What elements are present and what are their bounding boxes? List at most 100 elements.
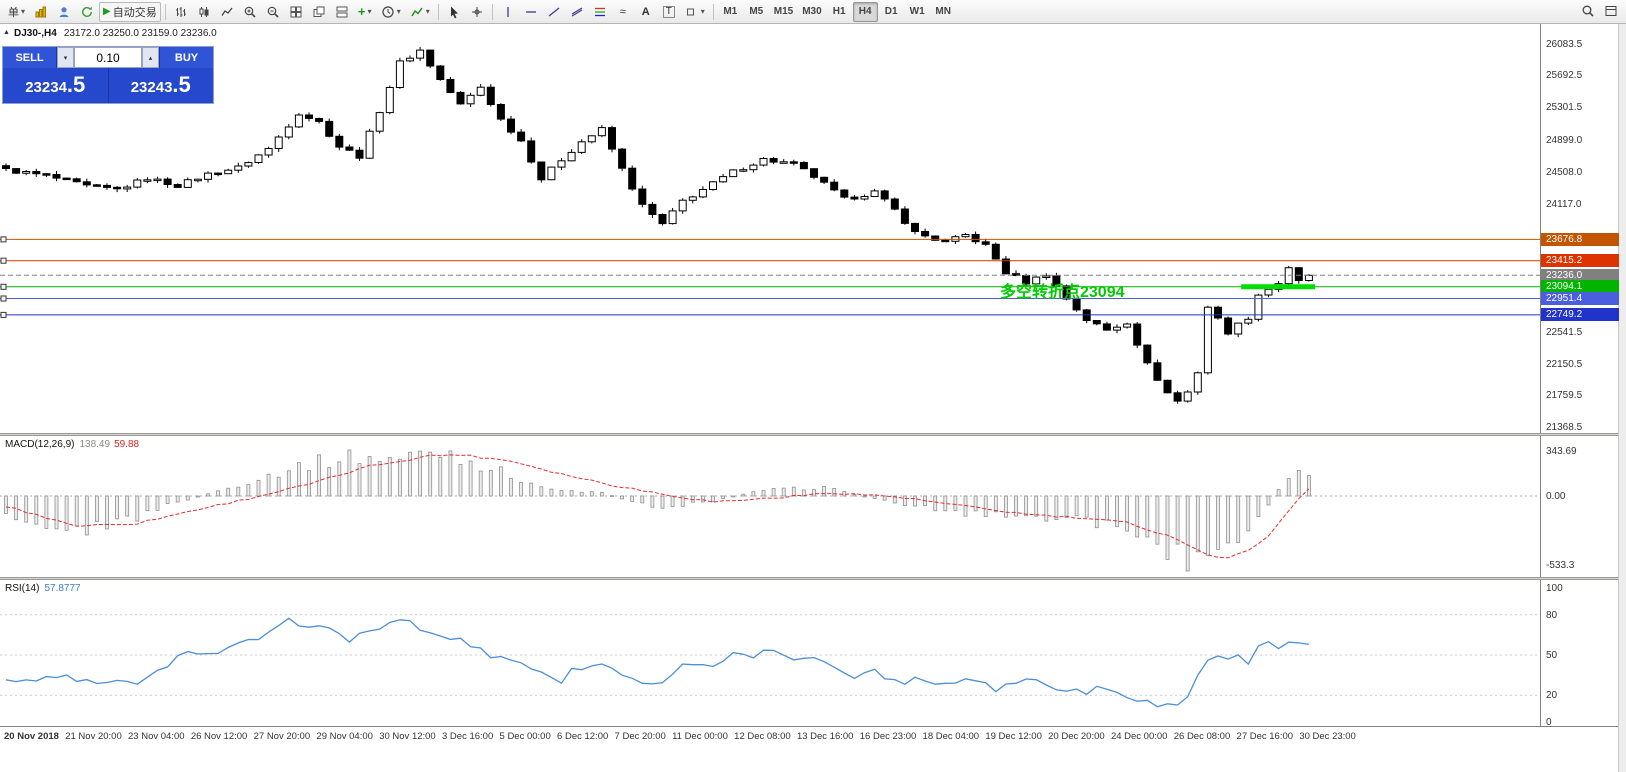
new-order-button[interactable]: 单 ▾: [4, 2, 29, 22]
timeframe-h4-button[interactable]: H4: [852, 1, 878, 22]
panel-splitter[interactable]: [0, 577, 1618, 580]
indicators-button[interactable]: ▾: [406, 2, 434, 22]
line-handle[interactable]: [0, 283, 7, 290]
autotrading-button[interactable]: ▶ 自动交易: [99, 1, 161, 22]
search-button[interactable]: [1577, 1, 1599, 21]
price-tick: 21368.5: [1546, 422, 1583, 434]
price-tick: 25301.5: [1546, 102, 1583, 114]
bar-chart-button[interactable]: [170, 2, 192, 22]
timeframe-m5-button[interactable]: M5: [744, 2, 769, 22]
line-handle[interactable]: [0, 295, 7, 302]
crosshair-button[interactable]: [466, 2, 488, 22]
periods-button[interactable]: ▾: [377, 2, 405, 22]
panel-splitter[interactable]: [0, 433, 1618, 436]
price-tick: 22150.5: [1546, 358, 1583, 370]
line-handle[interactable]: [0, 311, 7, 318]
rsi-plot[interactable]: [0, 580, 1540, 726]
macd-plot[interactable]: [0, 436, 1540, 577]
rsi-axis[interactable]: 100 80 50 20 0: [1540, 580, 1618, 728]
waves-icon: ≈: [619, 5, 626, 18]
tile-windows-button[interactable]: [285, 2, 307, 22]
price-tick: 26083.5: [1546, 38, 1583, 50]
timeframe-h1-button[interactable]: H1: [827, 2, 852, 22]
refresh-button[interactable]: [76, 2, 98, 22]
rsi-tick: 80: [1546, 609, 1558, 621]
time-axis-label: 19 Dec 12:00: [985, 731, 1042, 742]
time-axis-label: 3 Dec 16:00: [442, 731, 494, 742]
panels-button[interactable]: [1600, 1, 1622, 21]
arrange-windows-button[interactable]: [331, 2, 353, 22]
timeframe-m30-button[interactable]: M30: [798, 2, 825, 22]
buy-price[interactable]: 23243.5: [107, 68, 214, 103]
macd-name: MACD(12,26,9): [5, 439, 75, 450]
time-axis-label: 20 Nov 2018: [4, 731, 59, 742]
time-axis-label: 12 Dec 08:00: [734, 731, 791, 742]
sell-button[interactable]: SELL: [3, 47, 57, 68]
fibonacci-button[interactable]: [589, 2, 611, 22]
time-axis[interactable]: 20 Nov 2018 21 Nov 20:00 23 Nov 04:00 26 No…: [0, 726, 1618, 772]
cascade-windows-icon: [313, 6, 325, 17]
horizontal-line-icon: [525, 10, 536, 13]
collapse-triangle-icon[interactable]: ▲: [3, 29, 10, 36]
price-tick: 22541.5: [1546, 326, 1583, 338]
play-icon: ▶: [103, 6, 111, 17]
clock-icon: [382, 5, 394, 18]
time-axis-label: 26 Nov 12:00: [190, 731, 248, 742]
price-tick: 21759.5: [1546, 390, 1583, 402]
profile-button[interactable]: [53, 2, 75, 22]
text-button[interactable]: A: [635, 2, 657, 22]
candlestick-chart-button[interactable]: [193, 2, 215, 22]
volume-input[interactable]: [74, 47, 142, 68]
timeframe-w1-button[interactable]: W1: [905, 2, 930, 22]
line-handle[interactable]: [0, 236, 7, 243]
toolbar-separator: [437, 3, 439, 20]
fibonacci-icon: [594, 7, 605, 16]
channel-button[interactable]: [566, 2, 588, 22]
timeframe-mn-button[interactable]: MN: [931, 2, 956, 22]
rsi-panel: RSI(14) 57.8777: [0, 580, 1540, 726]
volume-increment-button[interactable]: ▴: [142, 47, 159, 68]
line-handle[interactable]: [0, 257, 7, 264]
cascade-windows-button[interactable]: [308, 2, 330, 22]
line-chart-icon: [221, 7, 233, 16]
one-click-trading-panel: SELL ▾ ▴ BUY 23234.5 23243.5: [2, 46, 214, 104]
time-axis-label: 13 Dec 16:00: [796, 731, 854, 742]
label-button[interactable]: T: [658, 2, 680, 22]
panels-icon: [1605, 6, 1617, 16]
macd-tick: -533.3: [1546, 560, 1575, 572]
price-axis[interactable]: 23676.8 23415.2 23236.0 23094.1 22951.4 22749…: [1540, 24, 1619, 434]
horizontal-line-button[interactable]: [520, 2, 542, 22]
timeframe-d1-button[interactable]: D1: [879, 2, 904, 22]
tile-windows-icon: [290, 6, 302, 17]
timeframe-m15-button[interactable]: M15: [770, 2, 797, 22]
toolbar-right-icons: [1577, 1, 1622, 21]
macd-signal-line: [5, 454, 1310, 559]
charts-window-button[interactable]: [30, 2, 52, 22]
time-axis-label: 24 Dec 00:00: [1110, 731, 1168, 742]
price-tick: 24899.0: [1546, 134, 1583, 146]
vertical-line-button[interactable]: [497, 2, 519, 22]
chevron-down-icon: ▾: [21, 6, 26, 16]
time-axis-label: 6 Dec 12:00: [557, 731, 609, 742]
bar-chart-icon: [175, 6, 186, 17]
macd-axis[interactable]: 343.69 0.00 -533.3: [1540, 436, 1618, 577]
new-chart-button[interactable]: + ▾: [354, 2, 376, 22]
shapes-button[interactable]: ▾: [681, 2, 709, 22]
rsi-tick: 20: [1546, 690, 1558, 702]
waves-button[interactable]: ≈: [612, 2, 634, 22]
cursor-button[interactable]: [443, 2, 465, 22]
trendline-button[interactable]: [543, 2, 565, 22]
rsi-name: RSI(14): [5, 583, 40, 594]
price-chart-plot[interactable]: 多空转折点23094: [0, 24, 1540, 433]
trade-panel-price-row: 23234.5 23243.5: [3, 68, 213, 103]
time-axis-label: 18 Dec 04:00: [922, 731, 980, 742]
zoom-in-button[interactable]: [239, 2, 261, 22]
buy-button[interactable]: BUY: [159, 47, 213, 68]
autotrading-label: 自动交易: [112, 6, 157, 19]
rsi-value: 57.8777: [44, 583, 81, 594]
timeframe-m1-button[interactable]: M1: [718, 2, 743, 22]
sell-price[interactable]: 23234.5: [3, 68, 108, 103]
volume-decrement-button[interactable]: ▾: [57, 47, 74, 68]
line-chart-button[interactable]: [216, 2, 238, 22]
zoom-out-button[interactable]: [262, 2, 284, 22]
